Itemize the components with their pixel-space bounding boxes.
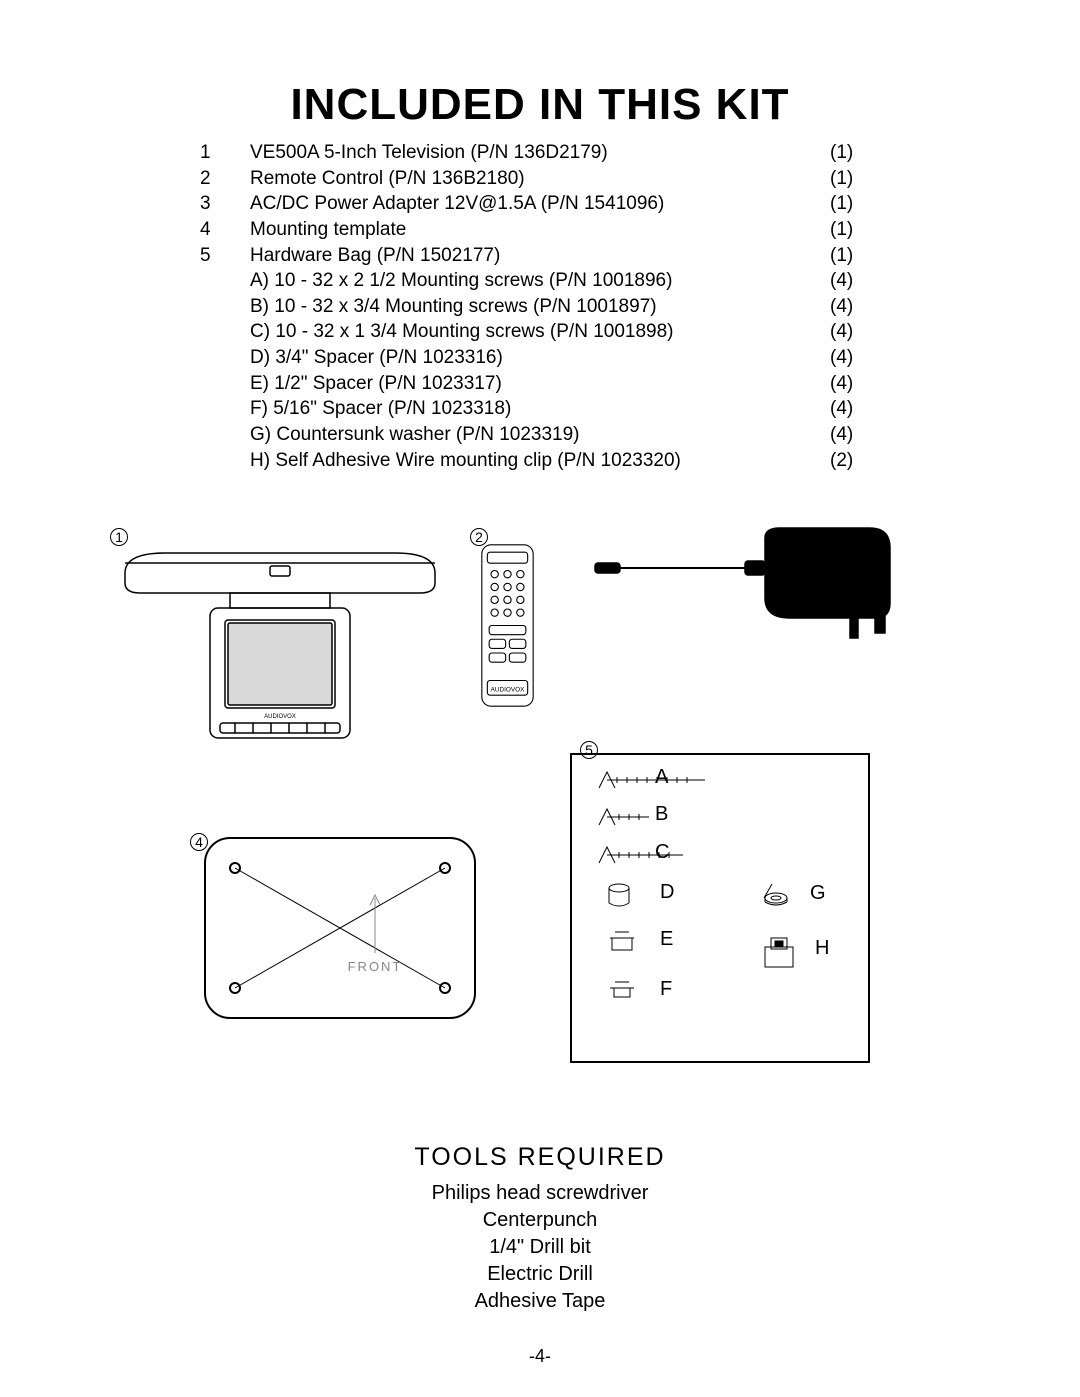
item-desc: AC/DC Power Adapter 12V@1.5A (P/N 154109… [250,191,830,217]
tools-list: Philips head screwdriver Centerpunch 1/4… [90,1180,990,1315]
mounting-template-icon: FRONT [200,833,480,1028]
item-row: 1 VE500A 5-Inch Television (P/N 136D2179… [200,140,880,166]
item-desc: Mounting template [250,217,830,243]
subitem-row: A) 10 - 32 x 2 1/2 Mounting screws (P/N … [200,268,880,294]
subitem-row: D) 3/4" Spacer (P/N 1023316) (4) [200,345,880,371]
tools-required-section: TOOLS REQUIRED Philips head screwdriver … [90,1143,990,1315]
diagram-label-1-icon: 1 [110,528,128,546]
spacer-f-icon [607,980,637,1002]
subitem-desc: F) 5/16" Spacer (P/N 1023318) [250,396,830,422]
subitem-qty: (4) [830,396,880,422]
tool-item: Centerpunch [90,1207,990,1234]
clip-h-icon [762,935,797,970]
hw-label-d: D [660,881,674,904]
subitem-row: C) 10 - 32 x 1 3/4 Mounting screws (P/N … [200,319,880,345]
subitem-qty: (4) [830,268,880,294]
television-icon: AUDIOVOX [120,548,440,758]
subitem-qty: (4) [830,294,880,320]
item-qty: (1) [830,166,880,192]
washer-g-icon [762,880,792,910]
subitem-row: H) Self Adhesive Wire mounting clip (P/N… [200,448,880,474]
hw-label-e: E [660,928,673,951]
item-qty: (1) [830,140,880,166]
page-title: INCLUDED IN THIS KIT [90,80,990,130]
subitem-qty: (2) [830,448,880,474]
tool-item: 1/4" Drill bit [90,1234,990,1261]
subitem-desc: G) Countersunk washer (P/N 1023319) [250,422,830,448]
subitem-desc: A) 10 - 32 x 2 1/2 Mounting screws (P/N … [250,268,830,294]
subitem-row: F) 5/16" Spacer (P/N 1023318) (4) [200,396,880,422]
tool-item: Philips head screwdriver [90,1180,990,1207]
item-qty: (1) [830,243,880,269]
hw-label-h: H [815,937,829,960]
subitem-qty: (4) [830,422,880,448]
subitem-row: B) 10 - 32 x 3/4 Mounting screws (P/N 10… [200,294,880,320]
subitem-desc: B) 10 - 32 x 3/4 Mounting screws (P/N 10… [250,294,830,320]
spacer-d-icon [607,883,637,908]
item-num: 1 [200,140,250,166]
tool-item: Adhesive Tape [90,1288,990,1315]
item-desc: Remote Control (P/N 136B2180) [250,166,830,192]
subitem-qty: (4) [830,345,880,371]
hardware-bag-diagram: A B [570,753,870,1063]
item-desc: Hardware Bag (P/N 1502177) [250,243,830,269]
power-adapter-icon [590,523,910,648]
screw-a-icon [597,770,707,790]
subitem-row: G) Countersunk washer (P/N 1023319) (4) [200,422,880,448]
subitem-desc: E) 1/2" Spacer (P/N 1023317) [250,371,830,397]
item-num: 2 [200,166,250,192]
subitem-qty: (4) [830,319,880,345]
screw-b-icon [597,807,652,827]
remote-brand-label: AUDIOVOX [491,687,526,694]
subitem-qty: (4) [830,371,880,397]
item-row: 5 Hardware Bag (P/N 1502177) (1) [200,243,880,269]
subitem-row: E) 1/2" Spacer (P/N 1023317) (4) [200,371,880,397]
item-desc: VE500A 5-Inch Television (P/N 136D2179) [250,140,830,166]
included-items-list: 1 VE500A 5-Inch Television (P/N 136D2179… [200,140,880,473]
hw-label-g: G [810,882,826,905]
item-row: 3 AC/DC Power Adapter 12V@1.5A (P/N 1541… [200,191,880,217]
item-num: 3 [200,191,250,217]
diagram-area: 1 2 4 5 [90,523,990,1083]
hw-label-c: C [655,841,669,864]
hw-label-f: F [660,978,672,1001]
manual-page: INCLUDED IN THIS KIT 1 VE500A 5-Inch Tel… [0,0,1080,1397]
tools-title: TOOLS REQUIRED [90,1143,990,1172]
screw-c-icon [597,845,687,865]
subitem-desc: D) 3/4" Spacer (P/N 1023316) [250,345,830,371]
hw-label-a: A [655,766,668,789]
hw-label-b: B [655,803,668,826]
svg-text:AUDIOVOX: AUDIOVOX [264,714,296,720]
item-row: 2 Remote Control (P/N 136B2180) (1) [200,166,880,192]
subitem-desc: H) Self Adhesive Wire mounting clip (P/N… [250,448,830,474]
remote-control-icon: AUDIOVOX [480,543,540,713]
item-num: 5 [200,243,250,269]
tool-item: Electric Drill [90,1261,990,1288]
item-qty: (1) [830,217,880,243]
template-front-label: FRONT [348,959,403,974]
item-qty: (1) [830,191,880,217]
page-number: -4- [0,1346,1080,1367]
item-row: 4 Mounting template (1) [200,217,880,243]
subitem-desc: C) 10 - 32 x 1 3/4 Mounting screws (P/N … [250,319,830,345]
item-num: 4 [200,217,250,243]
spacer-e-icon [607,930,637,952]
